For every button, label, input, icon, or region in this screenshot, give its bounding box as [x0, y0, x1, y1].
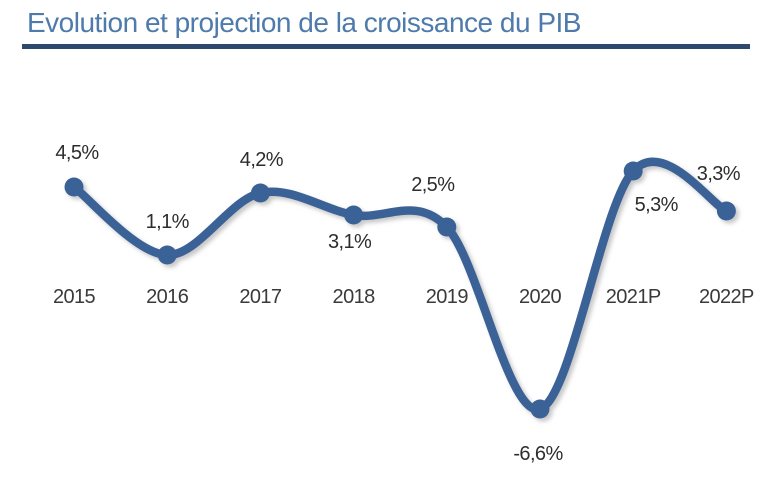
value-label-2018: 3,1% — [328, 231, 372, 253]
x-axis-label-2020: 2020 — [519, 286, 562, 308]
line-series-group — [64, 157, 736, 419]
value-label-2016: 1,1% — [146, 211, 190, 233]
data-point-2015 — [64, 177, 84, 197]
header: Evolution et projection de la croissance… — [0, 0, 768, 50]
value-label-2015: 4,5% — [55, 142, 99, 164]
value-label-2017: 4,2% — [240, 149, 284, 171]
x-axis-label-2016: 2016 — [146, 286, 189, 308]
value-label-2021p: 5,3% — [635, 194, 679, 216]
x-axis-label-2018: 2018 — [333, 286, 376, 308]
data-point-2021p — [623, 161, 643, 181]
value-label-2022p: 3,3% — [697, 163, 741, 185]
page-title: Evolution et projection de la croissance… — [27, 7, 581, 38]
data-point-2016 — [157, 245, 177, 265]
value-label-2019: 2,5% — [411, 174, 455, 196]
data-point-2022p — [716, 201, 736, 221]
x-axis-label-2017: 2017 — [239, 286, 282, 308]
x-axis-label-2022p: 2022P — [699, 286, 754, 308]
x-axis-label-2015: 2015 — [53, 286, 96, 308]
data-point-2017 — [250, 183, 270, 203]
x-axis-label-2019: 2019 — [426, 286, 469, 308]
data-point-2019 — [437, 217, 457, 237]
x-axis-label-2021p: 2021P — [606, 286, 661, 308]
title-underline — [22, 44, 750, 50]
data-point-2020 — [530, 399, 550, 419]
data-point-2018 — [344, 205, 364, 225]
value-label-2020: -6,6% — [513, 443, 563, 465]
